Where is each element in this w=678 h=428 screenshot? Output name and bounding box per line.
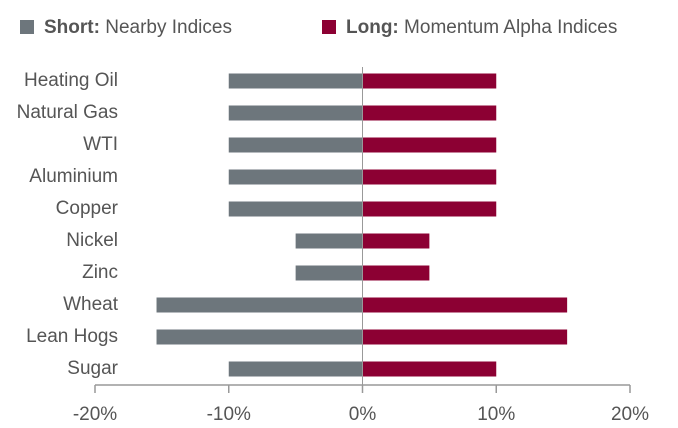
category-label: WTI [83, 134, 118, 155]
legend-swatch [322, 20, 336, 34]
bar [362, 233, 430, 249]
category-label: Sugar [67, 358, 118, 379]
bar [362, 265, 430, 281]
bar [295, 233, 363, 249]
x-tick-label: 20% [611, 404, 649, 425]
category-label: Zinc [82, 262, 118, 283]
bar [362, 105, 497, 121]
bar [156, 329, 363, 345]
bar [362, 201, 497, 217]
bar [228, 361, 363, 377]
bar [362, 73, 497, 89]
bar [362, 297, 568, 313]
category-label: Aluminium [29, 166, 118, 187]
category-label: Natural Gas [17, 102, 118, 123]
bar [295, 265, 363, 281]
category-label: Copper [56, 198, 119, 219]
bar [362, 329, 568, 345]
bar [228, 137, 363, 153]
legend-label: Long: Momentum Alpha Indices [346, 17, 617, 38]
bar [362, 169, 497, 185]
bar [362, 361, 497, 377]
category-label: Heating Oil [24, 70, 118, 91]
legend-swatch [20, 20, 34, 34]
bar [156, 297, 363, 313]
x-tick-label: 0% [349, 404, 377, 425]
category-label: Lean Hogs [26, 326, 118, 347]
bar [228, 201, 363, 217]
x-tick-label: -10% [207, 404, 251, 425]
x-tick-label: -20% [73, 404, 117, 425]
bar [228, 169, 363, 185]
bar [362, 137, 497, 153]
x-tick-label: 10% [477, 404, 515, 425]
legend-label: Short: Nearby Indices [44, 17, 232, 38]
bar [228, 105, 363, 121]
category-label: Nickel [66, 230, 118, 251]
bar [228, 73, 363, 89]
category-label: Wheat [63, 294, 119, 315]
